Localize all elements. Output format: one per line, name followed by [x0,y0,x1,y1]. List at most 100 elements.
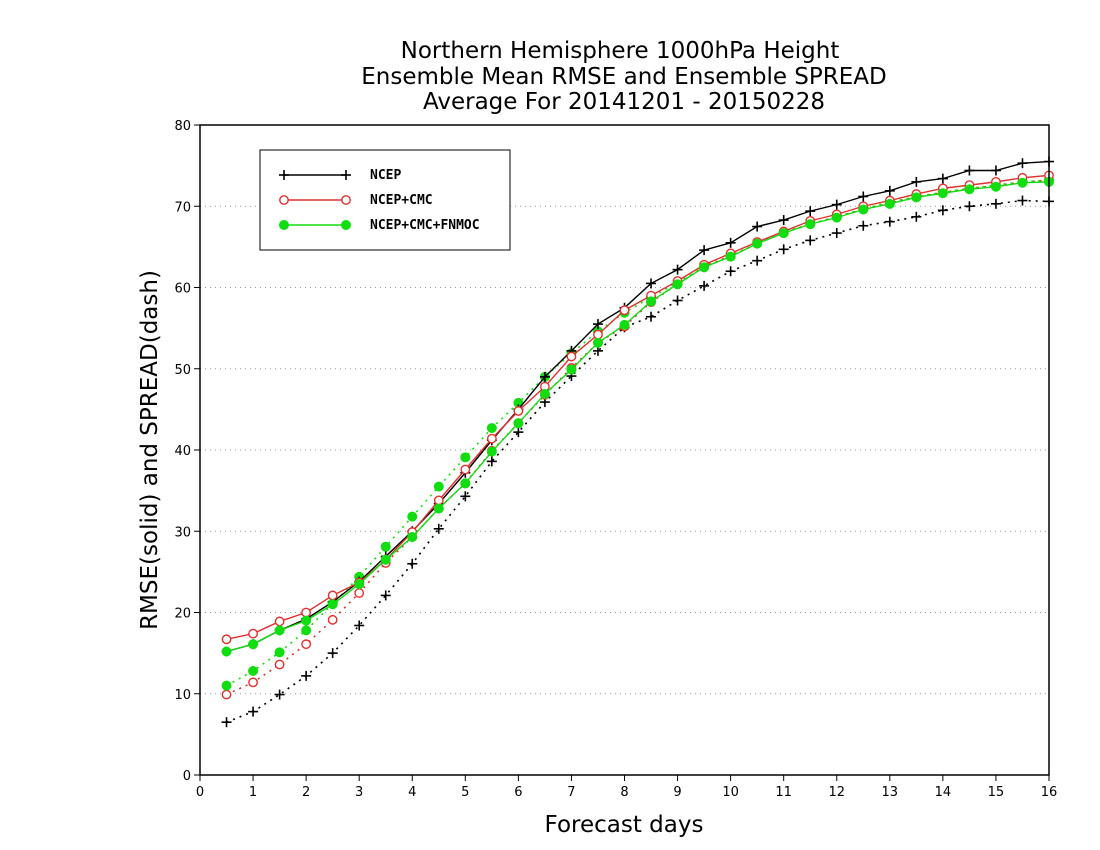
y-tick-label: 80 [174,119,191,134]
spread-point-ncep [725,266,736,277]
spread-point-ncep [460,491,471,502]
rmse-point-ncep-cmc-fnmoc [327,599,338,610]
rmse-point-ncep [778,215,789,226]
rmse-point-ncep [592,319,603,330]
x-tick-label: 3 [355,785,363,800]
rmse-point-ncep-cmc-fnmoc [699,262,710,273]
rmse-point-ncep-cmc [248,628,258,639]
legend: NCEP NCEP+CMC NCEP+CMC+FNMOC [259,149,511,251]
rmse-point-ncep-cmc-fnmoc [725,251,736,262]
rmse-point-ncep-cmc-fnmoc [911,192,922,203]
spread-point-ncep [672,295,683,306]
spread-point-ncep-cmc-fnmoc [274,647,285,658]
y-tick-label: 60 [174,282,191,297]
x-tick-label: 5 [461,785,469,800]
rmse-point-ncep [699,245,710,256]
rmse-point-ncep-cmc [593,329,603,340]
spread-point-ncep [248,706,259,717]
y-tick-label: 30 [174,525,191,540]
rmse-point-ncep-cmc [513,406,524,416]
rmse-point-ncep-cmc-fnmoc [1017,177,1028,188]
x-tick-label: 12 [828,785,845,800]
rmse-lines [221,156,1054,657]
rmse-point-ncep-cmc [274,616,285,627]
spread-point-ncep-cmc-fnmoc [301,625,312,636]
spread-line-ncep-cmc-fnmoc [226,179,1050,687]
rmse-point-ncep [646,278,657,289]
spread-point-ncep-cmc-fnmoc [460,452,471,463]
rmse-point-ncep-cmc-fnmoc [672,279,683,290]
rmse-point-ncep-cmc-fnmoc [380,554,391,565]
spread-point-ncep [964,201,975,212]
rmse-point-ncep-cmc-fnmoc [937,188,948,199]
rmse-point-ncep [990,165,1001,176]
rmse-point-ncep-cmc-fnmoc [752,238,763,249]
rmse-point-ncep-cmc-fnmoc [460,478,471,489]
spread-point-ncep [354,620,365,631]
x-tick-label: 13 [882,785,899,800]
rmse-point-ncep-cmc-fnmoc [646,296,657,307]
spread-point-ncep-cmc-fnmoc [407,511,418,522]
rmse-line-ncep [226,160,1050,653]
rmse-point-ncep-cmc-fnmoc [592,337,603,348]
rmse-point-ncep-cmc-fnmoc [274,625,285,636]
rmse-point-ncep-cmc-fnmoc [858,204,869,215]
rmse-point-ncep-cmc-fnmoc [990,181,1001,192]
spread-point-ncep-cmc [274,659,285,670]
spread-point-ncep [486,456,497,467]
x-tick-label: 8 [620,785,628,800]
x-tick-label: 6 [514,785,522,800]
x-tick-label: 9 [673,785,681,800]
rmse-point-ncep-cmc-fnmoc [354,579,365,590]
rmse-point-ncep [805,206,816,217]
spread-point-ncep [513,427,524,438]
spread-point-ncep [752,255,763,266]
spread-lines [221,175,1054,728]
spread-point-ncep [221,717,232,728]
rmse-point-ncep-cmc-fnmoc [566,364,577,375]
rmse-point-ncep-cmc-fnmoc [539,388,550,399]
rmse-point-ncep-cmc [619,305,630,316]
spread-point-ncep [301,670,312,681]
rmse-point-ncep-cmc-fnmoc [964,184,975,195]
spread-point-ncep-cmc-fnmoc [221,680,232,691]
rmse-point-ncep-cmc-fnmoc [248,639,259,650]
y-axis-label: RMSE(solid) and SPREAD(dash) [137,270,163,630]
legend-marker-ncep [341,170,351,180]
x-tick-label: 10 [722,785,739,800]
x-tick-label: 0 [196,785,204,800]
rmse-point-ncep-cmc-fnmoc [221,646,232,657]
spread-point-ncep-cmc [221,689,232,700]
rmse-point-ncep-cmc-fnmoc [407,531,418,542]
rmse-point-ncep-cmc-fnmoc [433,503,444,514]
legend-marker-ncep-cmc [279,195,289,205]
spread-point-ncep [274,689,285,700]
rmse-point-ncep [1017,158,1028,169]
legend-marker-ncep [279,170,289,180]
spread-point-ncep-cmc-fnmoc [380,541,391,552]
spread-point-ncep [884,216,895,227]
y-tick-label: 10 [174,688,191,703]
spread-point-ncep-cmc-fnmoc [486,423,497,434]
title-line-3: Average For 20141201 - 20150228 [423,89,825,115]
rmse-point-ncep-cmc-fnmoc [831,212,842,223]
rmse-point-ncep-cmc-fnmoc [513,418,524,429]
spread-point-ncep [646,311,657,322]
y-tick-label: 40 [174,444,191,459]
rmse-point-ncep-cmc [301,607,312,618]
rmse-line-ncep-cmc-fnmoc [226,181,1050,653]
rmse-point-ncep-cmc [221,634,232,645]
legend-marker-ncep-cmc [341,195,351,205]
y-tick-label: 50 [174,363,191,378]
rmse-point-ncep-cmc-fnmoc [778,228,789,239]
legend-label-ncep-cmc-fnmoc: NCEP+CMC+FNMOC [370,218,480,233]
spread-point-ncep-cmc [327,614,338,625]
chart-title: Northern Hemisphere 1000hPa Height Ensem… [361,38,886,115]
spread-point-ncep-cmc [354,588,365,598]
spread-point-ncep-cmc-fnmoc [248,666,259,676]
spread-line-ncep-cmc [226,179,1050,696]
spread-point-ncep [937,205,948,216]
rmse-point-ncep [672,264,683,275]
